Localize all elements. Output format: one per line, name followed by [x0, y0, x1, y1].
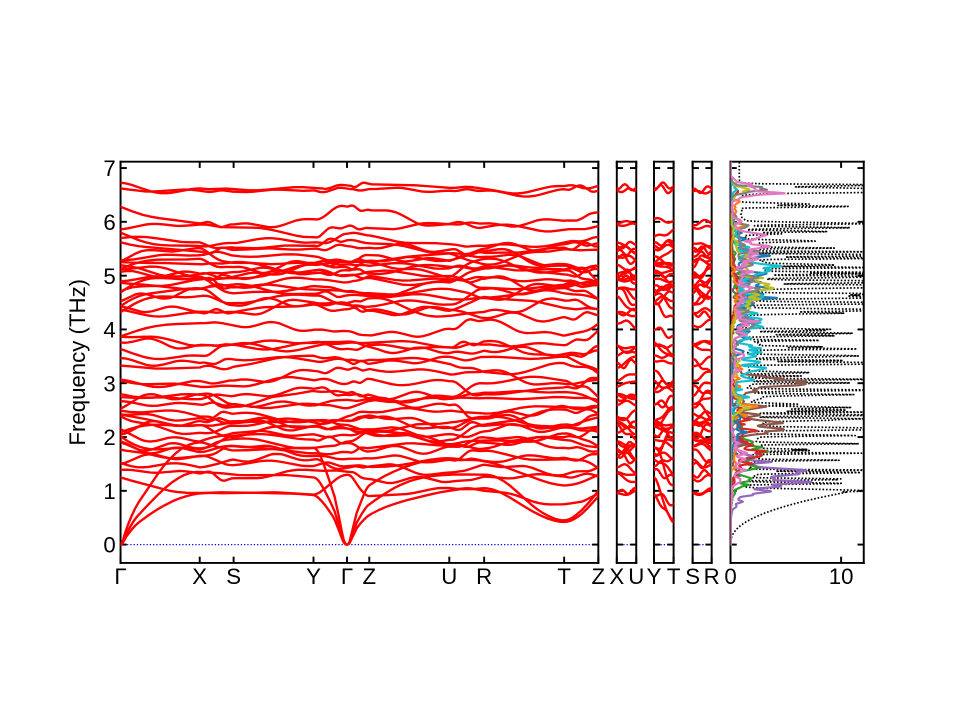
svg-text:Y: Y: [647, 564, 662, 589]
svg-text:3: 3: [103, 371, 115, 396]
svg-text:Γ: Γ: [341, 564, 353, 589]
svg-text:S: S: [685, 564, 700, 589]
svg-text:10: 10: [829, 564, 854, 589]
svg-text:0: 0: [724, 564, 736, 589]
svg-text:6: 6: [103, 210, 115, 235]
svg-text:U: U: [441, 564, 457, 589]
svg-text:S: S: [226, 564, 241, 589]
svg-text:Z: Z: [363, 564, 377, 589]
svg-text:2: 2: [103, 425, 115, 450]
svg-text:X: X: [609, 564, 624, 589]
svg-text:Γ: Γ: [114, 564, 126, 589]
svg-text:4: 4: [103, 318, 115, 343]
svg-text:0: 0: [103, 533, 115, 558]
svg-text:1: 1: [103, 479, 115, 504]
svg-text:U: U: [628, 564, 644, 589]
svg-text:T: T: [557, 564, 571, 589]
svg-text:5: 5: [103, 264, 115, 289]
svg-text:7: 7: [103, 156, 115, 181]
svg-text:R: R: [704, 564, 720, 589]
svg-text:R: R: [476, 564, 492, 589]
svg-text:Y: Y: [306, 564, 321, 589]
svg-text:X: X: [192, 564, 207, 589]
svg-text:Z: Z: [592, 564, 606, 589]
svg-text:Frequency (THz): Frequency (THz): [65, 279, 90, 446]
svg-text:T: T: [667, 564, 681, 589]
